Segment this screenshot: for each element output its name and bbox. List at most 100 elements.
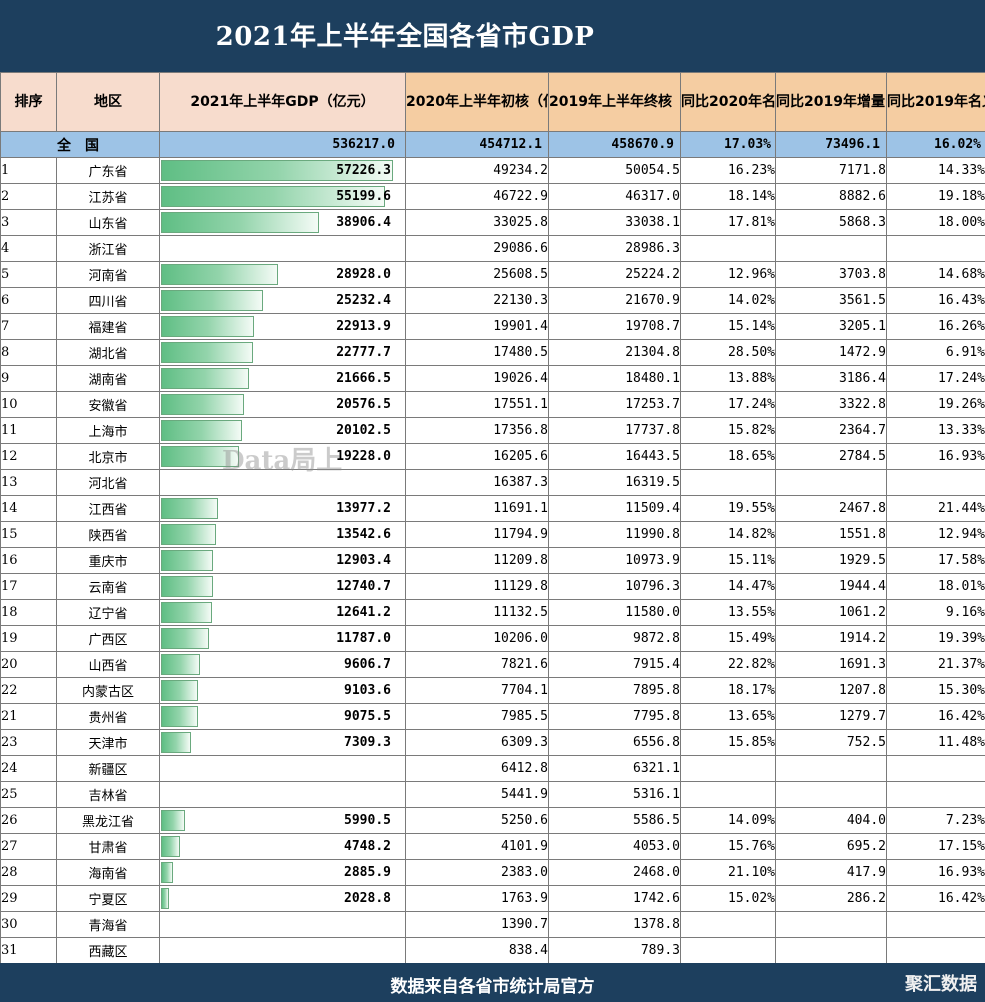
yoy2019-cell: 17.58%: [886, 547, 985, 574]
gdp2021-cell: 9075.5: [159, 703, 406, 730]
table-row: 7 福建省 22913.9 19901.4 19708.7 15.14% 3205.1 16.…: [0, 313, 985, 340]
final2019-cell: 18480.1: [548, 365, 681, 392]
yoy2020-cell: 15.85%: [680, 729, 776, 756]
rank-cell: 13: [0, 469, 57, 496]
inc2019-cell: 1279.7: [775, 703, 887, 730]
yoy2020-cell: 15.76%: [680, 833, 776, 860]
yoy2019-cell: [886, 911, 985, 938]
table-row: 8 湖北省 22777.7 17480.5 21304.8 28.50% 1472.9 6.9…: [0, 339, 985, 366]
inc2019-cell: 404.0: [775, 807, 887, 834]
gdp2021-cell: 25232.4: [159, 287, 406, 314]
region-cell: 海南省: [56, 859, 160, 886]
prelim2020-cell: 11129.8: [405, 573, 549, 600]
yoy2020-cell: 14.82%: [680, 521, 776, 548]
national-label: 全 国: [0, 131, 160, 158]
rank-cell: 30: [0, 911, 57, 938]
final2019-cell: 2468.0: [548, 859, 681, 886]
inc2019-cell: [775, 235, 887, 262]
yoy2019-cell: 14.33%: [886, 157, 985, 184]
table-row: 26 黑龙江省 5990.5 5250.6 5586.5 14.09% 404.0 7.23%: [0, 807, 985, 834]
table-row: 2 江苏省 55199.6 46722.9 46317.0 18.14% 8882.6 19.…: [0, 183, 985, 210]
yoy2019-cell: 15.30%: [886, 677, 985, 704]
yoy2020-cell: 14.47%: [680, 573, 776, 600]
final2019-cell: 11509.4: [548, 495, 681, 522]
gdp2021-cell: 22777.7: [159, 339, 406, 366]
table-row: 24 新疆区 6412.8 6321.1: [0, 755, 985, 782]
final2019-cell: 25224.2: [548, 261, 681, 288]
inc2019-cell: 1061.2: [775, 599, 887, 626]
prelim2020-cell: 25608.5: [405, 261, 549, 288]
final2019-cell: 7795.8: [548, 703, 681, 730]
final2019-cell: 17737.8: [548, 417, 681, 444]
final2019-cell: 10973.9: [548, 547, 681, 574]
gdp2021-cell: 57226.3: [159, 157, 406, 184]
prelim2020-cell: 33025.8: [405, 209, 549, 236]
yoy2019-cell: 18.01%: [886, 573, 985, 600]
gdp2021-value: 28928.0: [336, 267, 391, 282]
region-cell: 甘肃省: [56, 833, 160, 860]
table-row: 14 江西省 13977.2 11691.1 11509.4 19.55% 2467.8 21…: [0, 495, 985, 522]
national-final2019: 458670.9: [548, 131, 681, 158]
inc2019-cell: 5868.3: [775, 209, 887, 236]
inc2019-cell: 8882.6: [775, 183, 887, 210]
yoy2020-cell: [680, 781, 776, 808]
yoy2019-cell: 16.93%: [886, 443, 985, 470]
yoy2019-cell: 16.26%: [886, 313, 985, 340]
prelim2020-cell: 17356.8: [405, 417, 549, 444]
prelim2020-cell: 29086.6: [405, 235, 549, 262]
region-cell: 河北省: [56, 469, 160, 496]
table-row: 13 河北省 16387.3 16319.5: [0, 469, 985, 496]
gdp2021-cell: 38906.4: [159, 209, 406, 236]
region-cell: 湖南省: [56, 365, 160, 392]
gdp-bar: [161, 576, 213, 597]
gdp2021-cell: [159, 937, 406, 964]
prelim2020-cell: 16205.6: [405, 443, 549, 470]
gdp-bar: [161, 186, 385, 207]
region-cell: 辽宁省: [56, 599, 160, 626]
header-row: 排序 地区 2021年上半年GDP（亿元） 2020年上半年初核（亿元） 201…: [0, 72, 985, 132]
inc2019-cell: 1551.8: [775, 521, 887, 548]
gdp-bar: [161, 498, 218, 519]
yoy2020-cell: [680, 235, 776, 262]
final2019-cell: 21670.9: [548, 287, 681, 314]
gdp-bar: [161, 160, 393, 181]
gdp2021-cell: 2885.9: [159, 859, 406, 886]
gdp-bar: [161, 654, 200, 675]
title-bar: 2021年上半年全国各省市GDP: [0, 0, 985, 72]
prelim2020-cell: 2383.0: [405, 859, 549, 886]
yoy2019-cell: 19.39%: [886, 625, 985, 652]
yoy2020-cell: 22.82%: [680, 651, 776, 678]
inc2019-cell: [775, 781, 887, 808]
gdp-bar: [161, 602, 212, 623]
table-row: 31 西藏区 838.4 789.3: [0, 937, 985, 964]
yoy2020-cell: 15.11%: [680, 547, 776, 574]
final2019-cell: 7895.8: [548, 677, 681, 704]
yoy2020-cell: 15.49%: [680, 625, 776, 652]
region-cell: 北京市: [56, 443, 160, 470]
gdp2021-cell: 28928.0: [159, 261, 406, 288]
prelim2020-cell: 46722.9: [405, 183, 549, 210]
rank-cell: 14: [0, 495, 57, 522]
yoy2019-cell: 9.16%: [886, 599, 985, 626]
gdp2021-value: 2885.9: [344, 865, 391, 880]
table-row: 12 北京市 19228.0 16205.6 16443.5 18.65% 2784.5 16…: [0, 443, 985, 470]
gdp2021-cell: 21666.5: [159, 365, 406, 392]
inc2019-cell: 752.5: [775, 729, 887, 756]
yoy2019-cell: 16.42%: [886, 885, 985, 912]
region-cell: 贵州省: [56, 703, 160, 730]
prelim2020-cell: 1390.7: [405, 911, 549, 938]
watermark-text: Data局上: [222, 446, 343, 476]
table-row: 19 广西区 11787.0 10206.0 9872.8 15.49% 1914.2 19.…: [0, 625, 985, 652]
gdp2021-cell: [159, 911, 406, 938]
gdp2021-value: 19228.0: [336, 449, 391, 464]
gdp2021-cell: 2028.8: [159, 885, 406, 912]
final2019-cell: 1742.6: [548, 885, 681, 912]
prelim2020-cell: 22130.3: [405, 287, 549, 314]
header-prelim2020: 2020年上半年初核（亿元）: [405, 72, 549, 132]
rank-cell: 29: [0, 885, 57, 912]
prelim2020-cell: 838.4: [405, 937, 549, 964]
inc2019-cell: 695.2: [775, 833, 887, 860]
yoy2019-cell: 19.18%: [886, 183, 985, 210]
prelim2020-cell: 19901.4: [405, 313, 549, 340]
final2019-cell: 28986.3: [548, 235, 681, 262]
